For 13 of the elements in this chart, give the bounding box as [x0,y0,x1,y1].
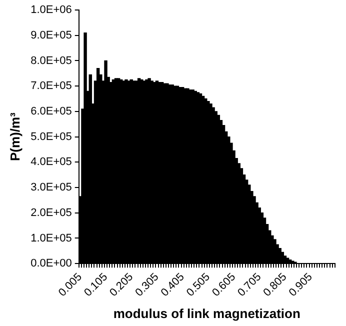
y-axis-title: P(m)/m³ [7,112,22,161]
y-tick-label: 4.0E+05 [30,156,72,168]
y-tick-label: 8.0E+05 [30,54,72,67]
y-tick-label: 2.0E+05 [30,206,72,219]
y-tick-label: 6.0E+05 [30,105,72,118]
y-tick-label: 5.0E+05 [30,130,72,143]
y-tick-label: 9.0E+05 [30,29,72,42]
y-tick-label: 3.0E+05 [30,182,72,194]
x-axis-title: modulus of link magnetization [113,306,300,321]
y-tick-label: 0.0E+00 [30,258,72,270]
y-tick-label: 1.0E+05 [30,232,72,244]
y-tick-label: 7.0E+05 [30,80,72,92]
y-tick-label: 1.0E+06 [30,4,72,16]
